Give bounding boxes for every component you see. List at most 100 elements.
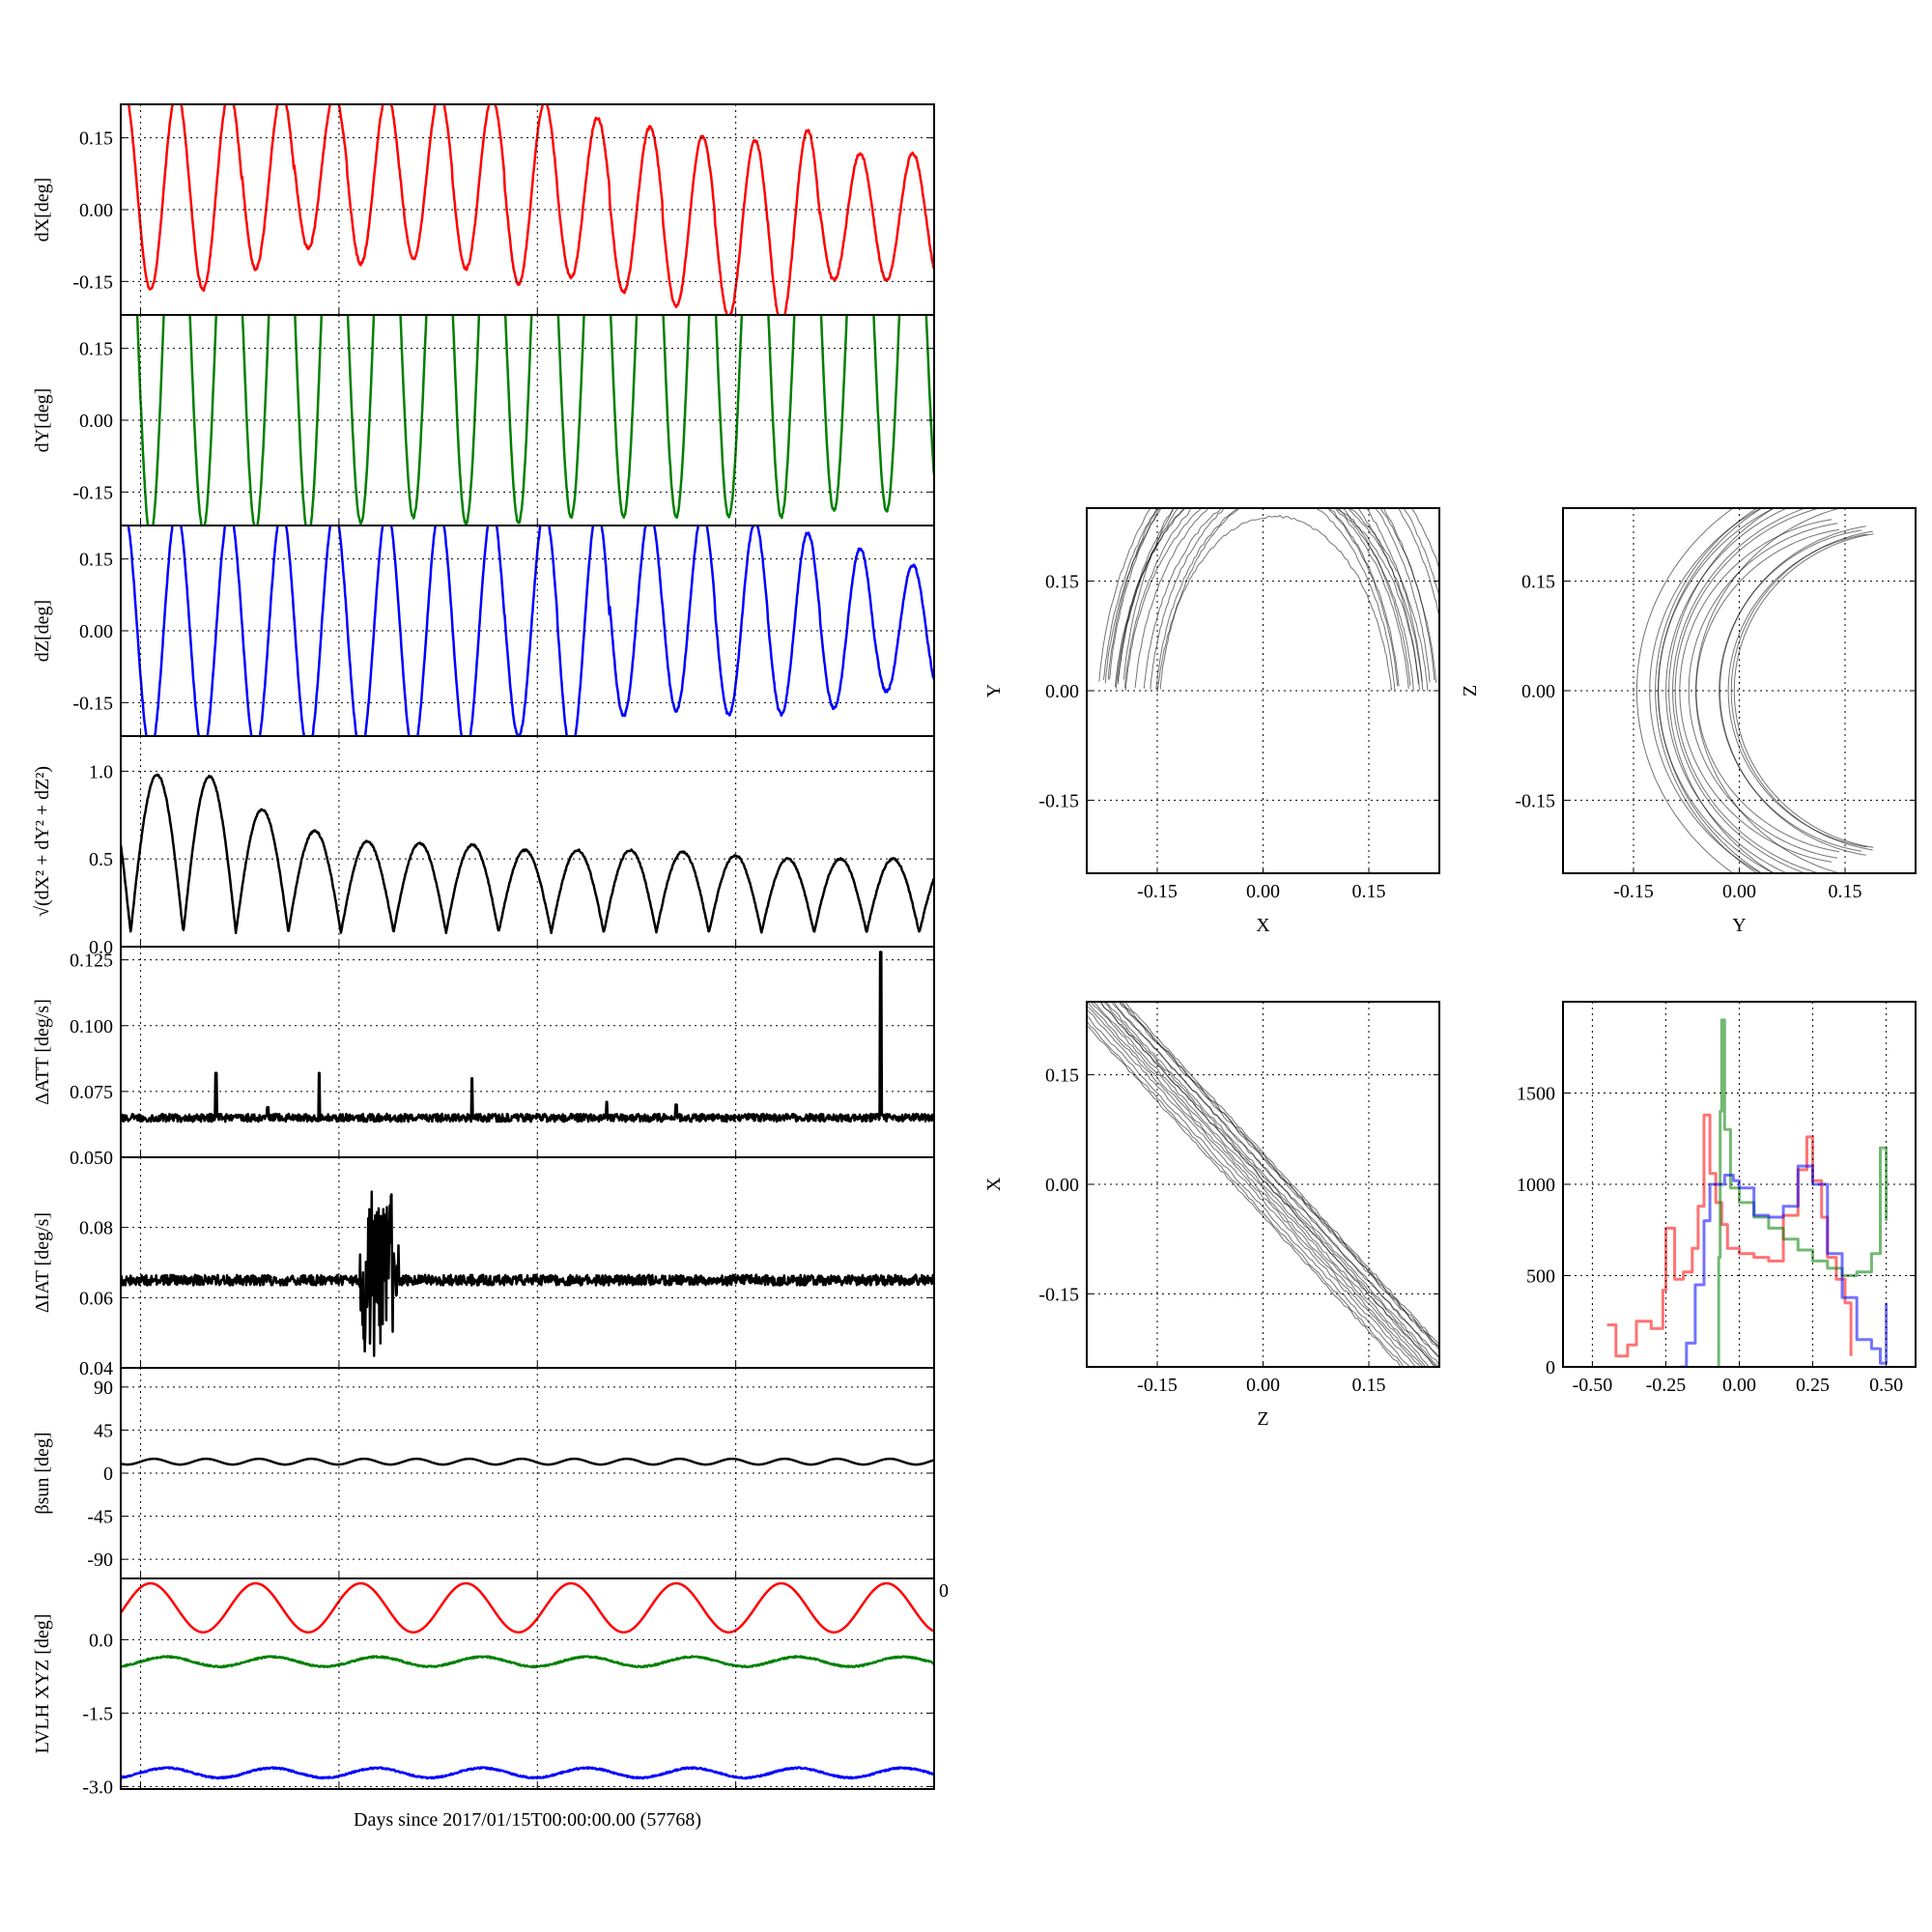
hist-xtick-label: -0.25 xyxy=(1646,1375,1687,1396)
XY-xlabel: X xyxy=(1256,915,1270,936)
XY-trajectory xyxy=(1107,508,1439,680)
lvlh-ytick-label: -3.0 xyxy=(82,1776,113,1798)
lvlh-series-red xyxy=(121,1581,934,1634)
XY-trajectory xyxy=(1115,508,1400,689)
ZX-trajectory xyxy=(1119,1002,1439,1349)
XY-trajectory xyxy=(1122,508,1439,680)
XY-plot-area xyxy=(1098,508,1439,692)
dZ-ylabel: dZ[deg] xyxy=(32,600,53,662)
ZX-trajectory xyxy=(1099,1002,1436,1367)
ZX-trajectory xyxy=(1087,1019,1405,1367)
stray-tick-label: 0 xyxy=(939,1580,949,1602)
dY-ylabel: dY[deg] xyxy=(32,388,53,453)
panel-YZ: 0.15 0.00 -0.15 -0.15 0.00 0.15 Y Z xyxy=(1460,507,1917,936)
panel-XY: 0.15 0.00 -0.15 -0.15 0.00 0.15 X Y xyxy=(983,507,1440,936)
dY-ytick-label: 0.00 xyxy=(79,411,113,432)
dZ-ytick-label: 0.15 xyxy=(79,550,113,571)
dY-series-green xyxy=(135,315,934,526)
beta_sun-ytick-label: -90 xyxy=(87,1549,113,1571)
beta_sun-ylabel: βsun [deg] xyxy=(32,1432,53,1514)
beta_sun-ytick-label: 45 xyxy=(94,1420,113,1441)
dIAT-ytick-label: 0.04 xyxy=(79,1358,113,1379)
hist-ytick-label: 0 xyxy=(1546,1357,1555,1378)
XY-xtick-label: -0.15 xyxy=(1137,881,1178,902)
XY-trajectory xyxy=(1124,508,1396,692)
ZX-ylabel: X xyxy=(983,1177,1005,1191)
XY-xtick-label: 0.15 xyxy=(1352,881,1386,902)
norm-ytick-label: 1.0 xyxy=(89,761,113,782)
XY-trajectory xyxy=(1109,508,1439,680)
ZX-xlabel: Z xyxy=(1257,1408,1268,1430)
dY-ytick-label: -0.15 xyxy=(72,482,113,503)
XY-ytick-label: 0.00 xyxy=(1045,681,1079,702)
dIAT-ytick-label: 0.06 xyxy=(79,1288,113,1309)
dZ-plot-area xyxy=(127,526,934,736)
hist-ytick-label: 1500 xyxy=(1517,1084,1555,1105)
axes-frame xyxy=(1562,507,1917,874)
panel-dY: 0.15 0.00 -0.15 dY[deg] xyxy=(32,314,935,526)
dX-ytick-label: 0.15 xyxy=(79,128,113,150)
lvlh-series-blue xyxy=(121,1766,934,1780)
dATT-ytick-label: 0.075 xyxy=(70,1082,113,1103)
YZ-trajectory xyxy=(1733,533,1874,848)
hist-series-blue xyxy=(1680,1164,1889,1367)
dZ-ytick-label: 0.00 xyxy=(79,621,113,642)
dX-series-red xyxy=(127,104,934,315)
ZX-trajectory xyxy=(1111,1002,1439,1359)
hist-series-green xyxy=(1717,1018,1889,1367)
XY-trajectory xyxy=(1155,508,1420,691)
hist-ytick-label: 500 xyxy=(1526,1266,1555,1288)
ZX-trajectory xyxy=(1123,1002,1439,1346)
hist-xtick-label: 0.50 xyxy=(1869,1375,1903,1396)
ZX-trajectory xyxy=(1087,1002,1425,1367)
YZ-trajectory xyxy=(1658,508,1763,873)
axes-frame xyxy=(1086,507,1440,874)
ZX-trajectory xyxy=(1093,1002,1431,1367)
dIAT-ylabel: ΔIAT [deg/s] xyxy=(32,1212,53,1313)
ZX-plot-area xyxy=(1087,1002,1439,1367)
norm-ylabel: √(dX² + dY² + dZ²) xyxy=(32,766,53,917)
YZ-trajectory xyxy=(1665,508,1788,873)
dX-ytick-label: -0.15 xyxy=(72,271,113,293)
dATT-ytick-label: 0.050 xyxy=(70,1148,113,1169)
panel-ZX: 0.15 0.00 -0.15 -0.15 0.00 0.15 Z X xyxy=(983,1001,1440,1430)
hist-xtick-label: 0.25 xyxy=(1796,1375,1830,1396)
lvlh-ytick-label: 0.0 xyxy=(89,1630,113,1651)
XY-trajectory xyxy=(1150,508,1424,691)
ZX-trajectory xyxy=(1087,1005,1422,1367)
hist-ytick-label: 1000 xyxy=(1517,1175,1555,1196)
YZ-trajectory xyxy=(1719,529,1862,852)
panel-dX: 0.15 0.00 -0.15 dX[deg] xyxy=(32,103,935,316)
ZX-xtick-label: -0.15 xyxy=(1137,1375,1178,1396)
panel-hist: 1500 1000 500 0 -0.50 -0.25 0.00 0.25 0.50 xyxy=(1517,1001,1917,1396)
XY-trajectory xyxy=(1102,508,1431,683)
axes-frame xyxy=(1562,1001,1917,1368)
ZX-ytick-label: 0.15 xyxy=(1045,1065,1079,1087)
dX-ytick-label: 0.00 xyxy=(79,200,113,221)
dATT-ylabel: ΔATT [deg/s] xyxy=(32,999,53,1105)
XY-ylabel: Y xyxy=(983,684,1005,697)
ZX-xtick-label: 0.00 xyxy=(1246,1375,1280,1396)
YZ-ytick-label: -0.15 xyxy=(1515,790,1555,811)
YZ-trajectory xyxy=(1672,508,1807,873)
ZX-trajectory xyxy=(1104,1002,1439,1366)
panel-lvlh: 0.0 -1.5 -3.0 LVLH XYZ [deg] xyxy=(32,1577,935,1798)
dZ-ytick-label: -0.15 xyxy=(72,693,113,714)
XY-trajectory xyxy=(1134,508,1409,690)
YZ-trajectory xyxy=(1674,508,1822,873)
YZ-trajectory xyxy=(1655,508,1758,873)
YZ-trajectory xyxy=(1727,533,1867,848)
YZ-ytick-label: 0.00 xyxy=(1521,681,1555,702)
XY-trajectory xyxy=(1124,508,1411,689)
axes-frame xyxy=(1086,1001,1440,1368)
axes-frame xyxy=(120,1577,935,1790)
dIAT-ytick-label: 0.08 xyxy=(79,1218,113,1239)
dY-plot-area xyxy=(135,315,934,526)
beta_sun-plot-area xyxy=(121,1457,934,1466)
lvlh-ylabel: LVLH XYZ [deg] xyxy=(32,1614,53,1754)
XY-trajectory xyxy=(1117,508,1419,685)
dIAT-plot-area xyxy=(121,1190,934,1357)
norm-ytick-label: 0.5 xyxy=(89,849,113,870)
beta_sun-ytick-label: 90 xyxy=(94,1378,113,1399)
